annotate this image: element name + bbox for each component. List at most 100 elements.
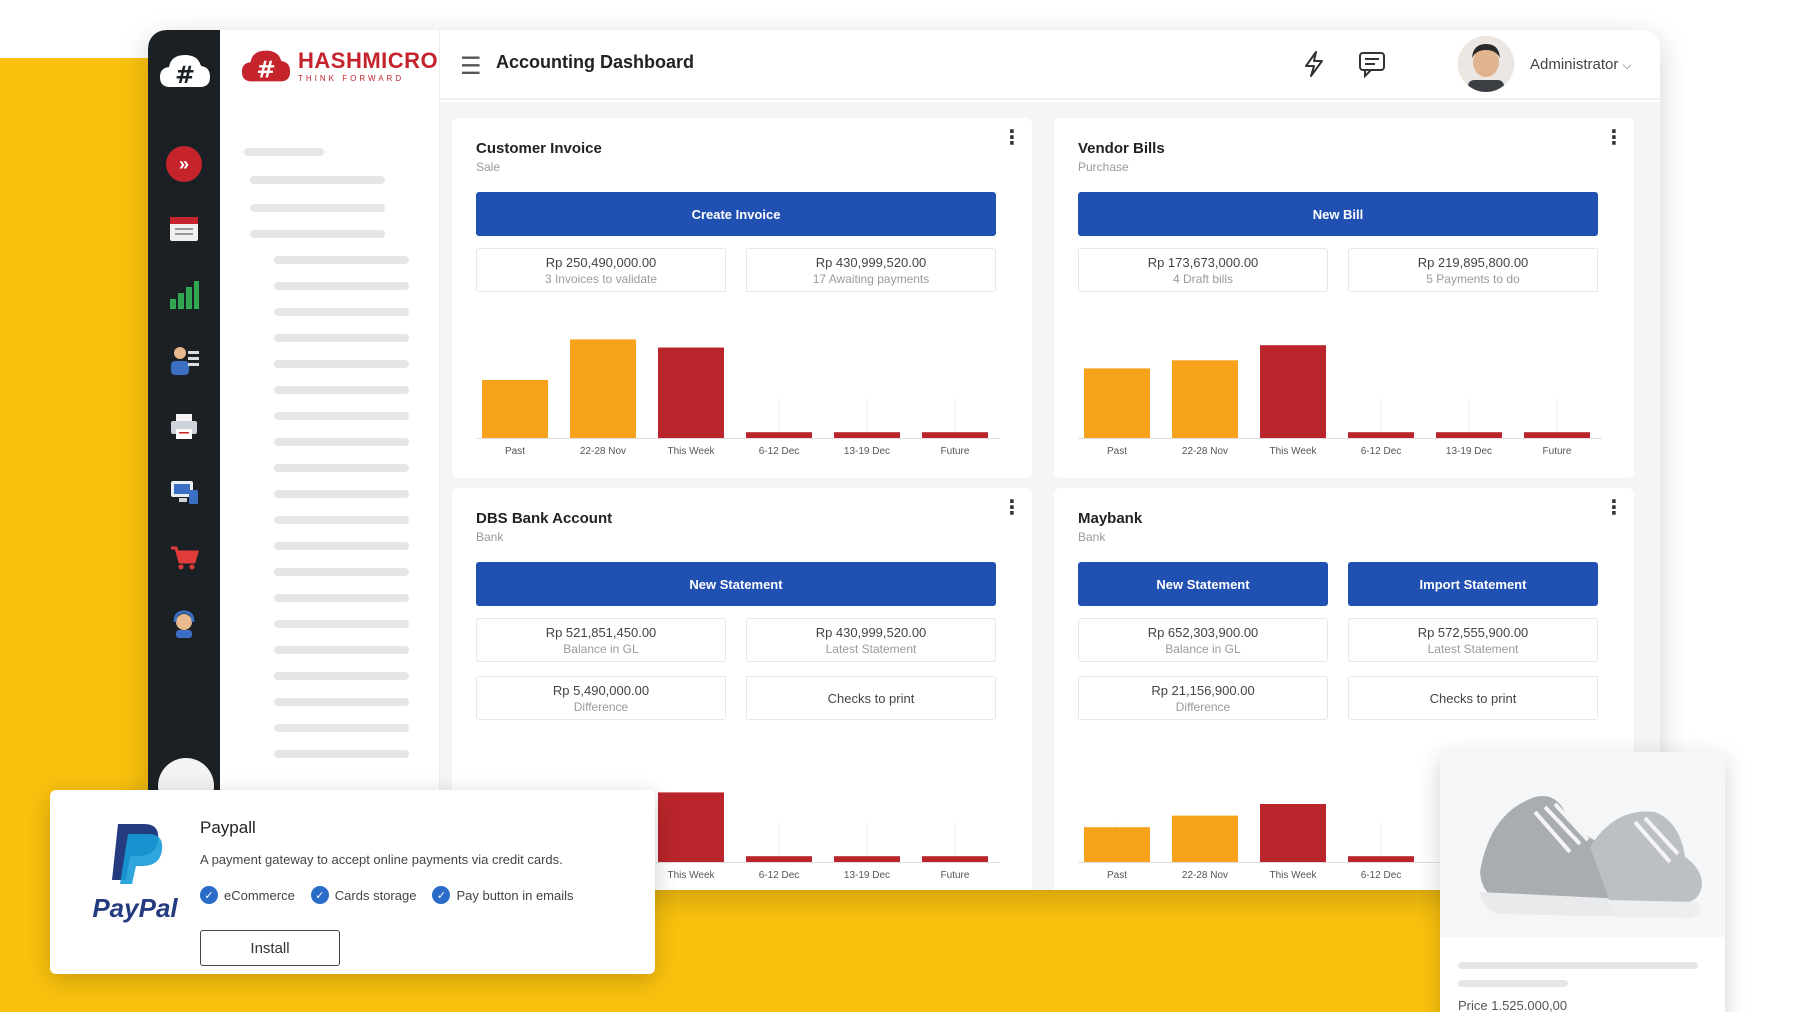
menu-placeholder bbox=[274, 308, 409, 316]
paypal-app-card: PayPal Paypall A payment gateway to acce… bbox=[50, 790, 655, 974]
import-statement-button[interactable]: Import Statement bbox=[1348, 562, 1598, 606]
tick-label: 22-28 Nov bbox=[1182, 870, 1228, 881]
new-bill-button[interactable]: New Bill bbox=[1078, 192, 1598, 236]
tick-label: This Week bbox=[1269, 446, 1317, 457]
bar[interactable] bbox=[1172, 815, 1238, 862]
brand-logo[interactable]: # HASHMICRO THINK FORWARD bbox=[240, 46, 438, 86]
menu-placeholder bbox=[244, 148, 324, 156]
menu-placeholder bbox=[274, 334, 409, 342]
avatar[interactable] bbox=[1458, 36, 1514, 92]
bar[interactable] bbox=[1260, 345, 1326, 438]
bar[interactable] bbox=[658, 347, 724, 438]
menu-placeholder bbox=[274, 516, 409, 524]
printer-icon[interactable] bbox=[162, 404, 206, 448]
lightning-icon[interactable] bbox=[1298, 48, 1330, 80]
chat-icon[interactable] bbox=[1356, 48, 1388, 80]
create-invoice-button[interactable]: Create Invoice bbox=[476, 192, 996, 236]
stat-box[interactable]: Rp 21,156,900.00 Difference bbox=[1078, 676, 1328, 720]
product-placeholder bbox=[1458, 962, 1698, 969]
stat-label: Difference bbox=[573, 699, 629, 714]
bar-chart-icon[interactable] bbox=[162, 272, 206, 316]
bar[interactable] bbox=[834, 432, 900, 438]
bar[interactable] bbox=[482, 380, 548, 438]
computer-icon[interactable] bbox=[162, 470, 206, 514]
brand-name: HASHMICRO bbox=[298, 47, 439, 73]
more-options-icon[interactable]: ⋮ bbox=[1604, 497, 1624, 519]
menu-placeholder bbox=[274, 646, 409, 654]
stat-box[interactable]: Rp 219,895,800.00 5 Payments to do bbox=[1348, 248, 1598, 292]
bar-chart: Past 22-28 Nov This Week 6-12 Dec 13-19 Dec F… bbox=[476, 339, 1000, 457]
user-menu[interactable]: Administrator ⌵ bbox=[1530, 56, 1632, 73]
stat-value: Rp 219,895,800.00 bbox=[1417, 254, 1529, 270]
menu-placeholder bbox=[250, 230, 385, 238]
menu-placeholder bbox=[274, 360, 409, 368]
bar[interactable] bbox=[1348, 856, 1414, 862]
checks-to-print-button[interactable]: Checks to print bbox=[1348, 676, 1598, 720]
product-card[interactable]: Price 1.525.000,00 bbox=[1440, 752, 1725, 1012]
tick-label: 22-28 Nov bbox=[580, 446, 626, 457]
stat-box[interactable]: Rp 430,999,520.00 17 Awaiting payments bbox=[746, 248, 996, 292]
new-statement-button[interactable]: New Statement bbox=[476, 562, 996, 606]
app-window: # » # HASHMICRO THINK FORW bbox=[148, 30, 1660, 890]
page-title: Accounting Dashboard bbox=[496, 52, 695, 72]
stat-value: Rp 430,999,520.00 bbox=[815, 624, 927, 640]
hashmicro-cloud-icon[interactable]: # bbox=[156, 42, 214, 100]
stat-box[interactable]: Rp 572,555,900.00 Latest Statement bbox=[1348, 618, 1598, 662]
bar[interactable] bbox=[1436, 432, 1502, 438]
more-options-icon[interactable]: ⋮ bbox=[1604, 127, 1624, 149]
menu-placeholder bbox=[274, 594, 409, 602]
icon-rail: # » bbox=[148, 30, 220, 890]
app-title: Paypall bbox=[200, 818, 256, 837]
stat-box[interactable]: Rp 521,851,450.00 Balance in GL bbox=[476, 618, 726, 662]
bar[interactable] bbox=[570, 339, 636, 438]
bar[interactable] bbox=[1084, 368, 1150, 438]
bar[interactable] bbox=[746, 856, 812, 862]
stat-label: Latest Statement bbox=[825, 641, 917, 656]
hamburger-menu-icon[interactable]: ☰ bbox=[460, 53, 482, 80]
bar[interactable] bbox=[922, 432, 988, 438]
bar[interactable] bbox=[1084, 827, 1150, 862]
stat-label: Difference bbox=[1175, 699, 1231, 714]
expand-icon[interactable]: » bbox=[166, 146, 202, 182]
tick-label: Future bbox=[941, 870, 970, 881]
menu-placeholder bbox=[274, 568, 409, 576]
stat-value: Checks to print bbox=[827, 690, 915, 706]
more-options-icon[interactable]: ⋮ bbox=[1002, 497, 1022, 519]
menu-placeholder bbox=[250, 176, 385, 184]
card-title: DBS Bank Account bbox=[476, 510, 613, 527]
install-button[interactable]: Install bbox=[200, 930, 340, 966]
calendar-icon[interactable] bbox=[162, 206, 206, 250]
svg-text:#: # bbox=[175, 61, 195, 89]
stat-box[interactable]: Rp 250,490,000.00 3 Invoices to validate bbox=[476, 248, 726, 292]
bar[interactable] bbox=[834, 856, 900, 862]
feature-list: ✓ eCommerce ✓ Cards storage ✓ Pay button in… bbox=[200, 886, 574, 904]
stat-box[interactable]: Rp 5,490,000.00 Difference bbox=[476, 676, 726, 720]
bar[interactable] bbox=[1260, 804, 1326, 862]
support-icon[interactable] bbox=[162, 602, 206, 646]
stat-label: 3 Invoices to validate bbox=[544, 271, 658, 286]
stat-box[interactable]: Rp 430,999,520.00 Latest Statement bbox=[746, 618, 996, 662]
bar[interactable] bbox=[922, 856, 988, 862]
card-subtitle: Sale bbox=[476, 160, 501, 174]
cart-icon[interactable] bbox=[162, 536, 206, 580]
bar[interactable] bbox=[658, 792, 724, 862]
check-circle-icon: ✓ bbox=[200, 886, 218, 904]
app-description: A payment gateway to accept online payme… bbox=[200, 852, 563, 867]
new-statement-button[interactable]: New Statement bbox=[1078, 562, 1328, 606]
checks-to-print-button[interactable]: Checks to print bbox=[746, 676, 996, 720]
tick-label: 6-12 Dec bbox=[759, 446, 800, 457]
stat-box[interactable]: Rp 652,303,900.00 Balance in GL bbox=[1078, 618, 1328, 662]
bar[interactable] bbox=[1172, 360, 1238, 438]
bar[interactable] bbox=[1348, 432, 1414, 438]
tick-label: 6-12 Dec bbox=[1361, 446, 1402, 457]
user-name: Administrator bbox=[1530, 56, 1619, 73]
stat-value: Rp 21,156,900.00 bbox=[1151, 682, 1255, 698]
stat-value: Rp 173,673,000.00 bbox=[1147, 254, 1259, 270]
stat-box[interactable]: Rp 173,673,000.00 4 Draft bills bbox=[1078, 248, 1328, 292]
bar[interactable] bbox=[746, 432, 812, 438]
tick-label: 13-19 Dec bbox=[1446, 446, 1492, 457]
card-vendor-bills: Vendor Bills Purchase ⋮ New Bill Rp 173,… bbox=[1054, 118, 1634, 478]
more-options-icon[interactable]: ⋮ bbox=[1002, 127, 1022, 149]
bar[interactable] bbox=[1524, 432, 1590, 438]
employee-icon[interactable] bbox=[162, 338, 206, 382]
